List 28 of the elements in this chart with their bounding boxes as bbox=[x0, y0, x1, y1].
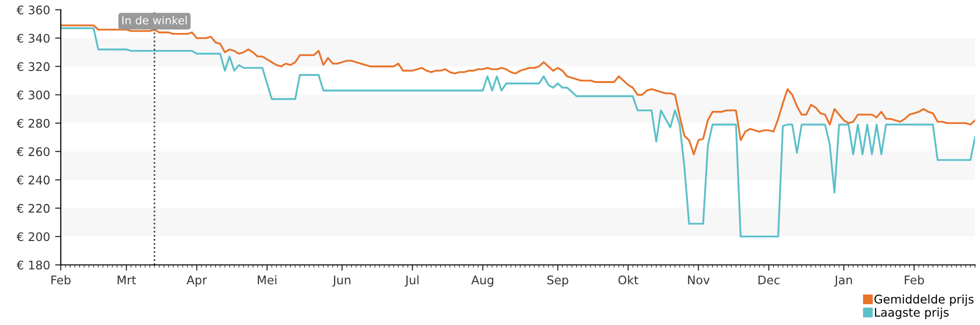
x-tick-label: Okt bbox=[618, 275, 638, 284]
x-tick-label: Jan bbox=[834, 276, 852, 287]
x-tick-label: Mrt bbox=[118, 276, 136, 284]
y-tick-label: € 260 bbox=[16, 147, 50, 156]
x-tick-label: Dec bbox=[758, 276, 780, 284]
x-tick-label: Jul bbox=[404, 275, 418, 287]
y-tick-label: € 360 bbox=[16, 5, 50, 14]
x-tick-label: Apr bbox=[186, 276, 207, 287]
x-tick-label: Aug bbox=[471, 276, 494, 287]
y-tick-label: € 300 bbox=[16, 90, 50, 100]
y-tick-label: € 240 bbox=[16, 176, 50, 184]
x-tick-label: Feb bbox=[51, 275, 71, 284]
x-tick-label: Nov bbox=[688, 276, 710, 284]
y-tick-label: € 320 bbox=[16, 62, 50, 72]
x-tick-label: Jun bbox=[332, 276, 350, 287]
x-tick-label: Sep bbox=[547, 276, 568, 287]
line-series bbox=[60, 24, 976, 156]
y-tick-label: € 280 bbox=[16, 118, 50, 128]
y-tick-label: € 220 bbox=[16, 204, 50, 213]
y-tick-label: € 340 bbox=[16, 34, 50, 43]
legend-label: Laagste prijs bbox=[874, 308, 949, 320]
y-tick-label: € 180 bbox=[16, 260, 50, 270]
annotation: In de winkel bbox=[122, 16, 187, 24]
y-tick-label: € 200 bbox=[16, 232, 50, 242]
legend-label: Gemiddelde prijs bbox=[874, 294, 974, 306]
x-tick-label: Feb bbox=[904, 275, 924, 284]
x-tick-label: Mei bbox=[258, 275, 276, 284]
line-series bbox=[60, 27, 976, 238]
